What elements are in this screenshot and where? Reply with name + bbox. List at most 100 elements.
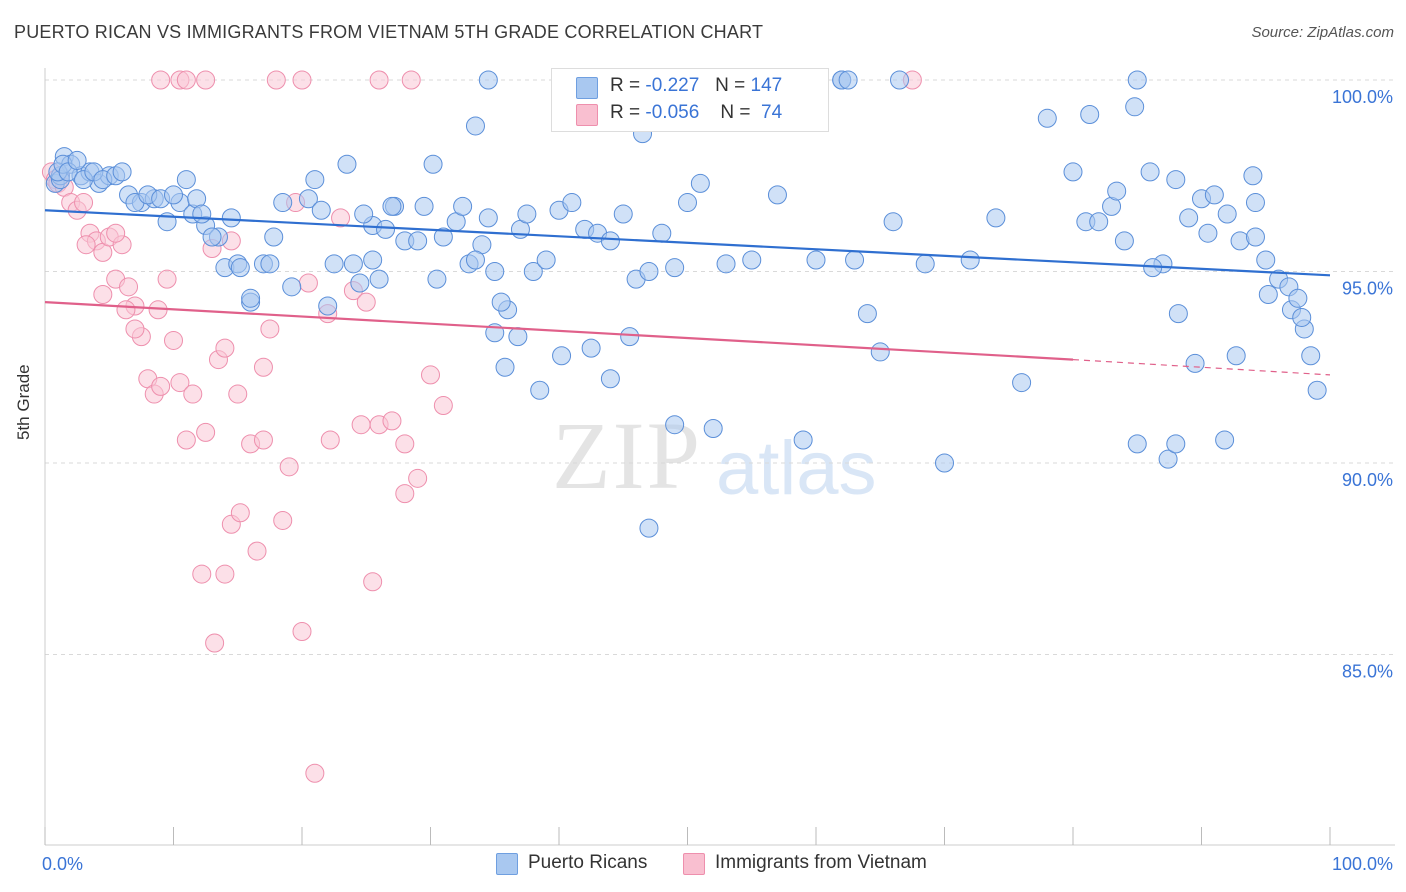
- y-tick-label: 100.0%: [1332, 87, 1393, 107]
- vietnam-point: [196, 70, 216, 90]
- puerto-rican-point: [915, 254, 935, 274]
- puerto-rican-point: [264, 227, 284, 247]
- vietnam-point: [116, 300, 136, 320]
- puerto-rican-point: [1204, 185, 1224, 205]
- puerto-rican-point: [176, 170, 196, 190]
- vietnam-point: [356, 292, 376, 312]
- x-tick-label: 100.0%: [1332, 854, 1393, 874]
- puerto-rican-point: [536, 250, 556, 270]
- puerto-rican-point: [883, 212, 903, 232]
- vietnam-point: [395, 484, 415, 504]
- vietnam-point: [151, 376, 171, 396]
- puerto-rican-point: [202, 227, 222, 247]
- puerto-rican-point: [1217, 204, 1237, 224]
- puerto-rican-point: [1185, 353, 1205, 373]
- vietnam-point: [192, 564, 212, 584]
- puerto-rican-point: [485, 262, 505, 281]
- puerto-rican-point: [857, 304, 877, 324]
- vietnam-point: [273, 510, 293, 530]
- puerto-rican-point: [318, 296, 338, 316]
- puerto-rican-point: [337, 154, 357, 174]
- puerto-rican-point: [495, 357, 515, 377]
- puerto-rican-point: [1080, 104, 1100, 124]
- puerto-rican-point: [382, 196, 402, 216]
- puerto-rican-point: [1179, 208, 1199, 228]
- puerto-rican-point: [324, 254, 344, 274]
- puerto-rican-point: [690, 173, 710, 193]
- puerto-rican-point: [112, 162, 132, 182]
- puerto-rican-point: [845, 250, 865, 270]
- vietnam-point: [157, 269, 177, 289]
- puerto-rican-trendline: [44, 209, 1331, 277]
- vietnam-point: [215, 338, 235, 358]
- puerto-rican-point: [665, 415, 685, 435]
- vietnam-point: [363, 572, 383, 592]
- vietnam-point: [119, 277, 139, 297]
- puerto-rican-point: [1158, 449, 1178, 469]
- puerto-rican-point: [427, 269, 447, 289]
- vietnam-point: [292, 622, 312, 642]
- vietnam-point: [395, 434, 415, 454]
- puerto-rican-point: [562, 193, 582, 213]
- puerto-rican-point: [354, 204, 374, 224]
- legend-n-value: 74: [755, 102, 783, 123]
- puerto-rican-point: [1307, 380, 1327, 400]
- puerto-rican-point: [221, 208, 241, 228]
- legend-r-value: -0.227: [645, 75, 700, 96]
- vietnam-point: [196, 422, 216, 442]
- puerto-rican-point: [1127, 70, 1147, 90]
- puerto-rican-point: [491, 292, 511, 312]
- puerto-rican-point: [1107, 181, 1127, 201]
- puerto-rican-point: [742, 250, 762, 270]
- vietnam-point: [74, 193, 94, 213]
- vietnam-point: [106, 223, 126, 243]
- vietnam-point: [76, 235, 96, 255]
- bottom-legend-label: Immigrants from Vietnam: [715, 852, 927, 873]
- puerto-rican-point: [164, 185, 183, 205]
- puerto-rican-point: [716, 254, 736, 274]
- vietnam-point: [421, 365, 440, 385]
- vietnam-point: [176, 430, 196, 450]
- vietnam-point: [260, 319, 280, 339]
- y-tick-label: 95.0%: [1342, 279, 1393, 299]
- vietnam-point: [408, 468, 428, 488]
- puerto-rican-point: [870, 342, 890, 362]
- puerto-rican-point: [793, 430, 813, 450]
- vietnam-point: [320, 430, 340, 450]
- puerto-rican-point: [960, 250, 980, 270]
- vietnam-point: [305, 763, 325, 783]
- vietnam-point: [279, 457, 299, 477]
- puerto-rican-point: [678, 193, 697, 213]
- puerto-rican-point: [1166, 434, 1186, 454]
- y-tick-label: 90.0%: [1342, 470, 1393, 490]
- puerto-rican-point: [1256, 250, 1276, 270]
- puerto-rican-point: [530, 380, 550, 400]
- puerto-rican-point: [298, 189, 318, 209]
- puerto-rican-point: [1215, 430, 1235, 450]
- puerto-rican-point: [478, 70, 498, 90]
- x-tick-label: 0.0%: [42, 854, 83, 874]
- source-label: Source: ZipAtlas.com: [1251, 24, 1394, 41]
- puerto-rican-point: [282, 277, 302, 297]
- vietnam-point: [215, 564, 235, 584]
- puerto-rican-point: [1292, 307, 1312, 327]
- vietnam-point: [228, 384, 248, 404]
- vietnam-point: [205, 633, 225, 653]
- puerto-rican-point: [508, 327, 528, 347]
- puerto-rican-point: [1288, 288, 1308, 308]
- chart-title: PUERTO RICAN VS IMMIGRANTS FROM VIETNAM …: [14, 22, 764, 42]
- puerto-rican-point: [600, 231, 620, 251]
- vietnam-point: [369, 70, 389, 90]
- puerto-rican-point: [478, 208, 498, 228]
- puerto-rican-point: [369, 269, 389, 289]
- puerto-rican-point: [67, 150, 87, 170]
- puerto-rican-point: [890, 70, 910, 90]
- puerto-rican-point: [665, 258, 685, 278]
- puerto-rican-point: [343, 254, 363, 274]
- puerto-rican-point: [1140, 162, 1160, 182]
- vietnam-point: [382, 411, 402, 431]
- puerto-rican-point: [408, 231, 428, 251]
- vietnam-point: [125, 319, 145, 339]
- vietnam-point: [292, 70, 312, 90]
- puerto-rican-point: [453, 196, 473, 216]
